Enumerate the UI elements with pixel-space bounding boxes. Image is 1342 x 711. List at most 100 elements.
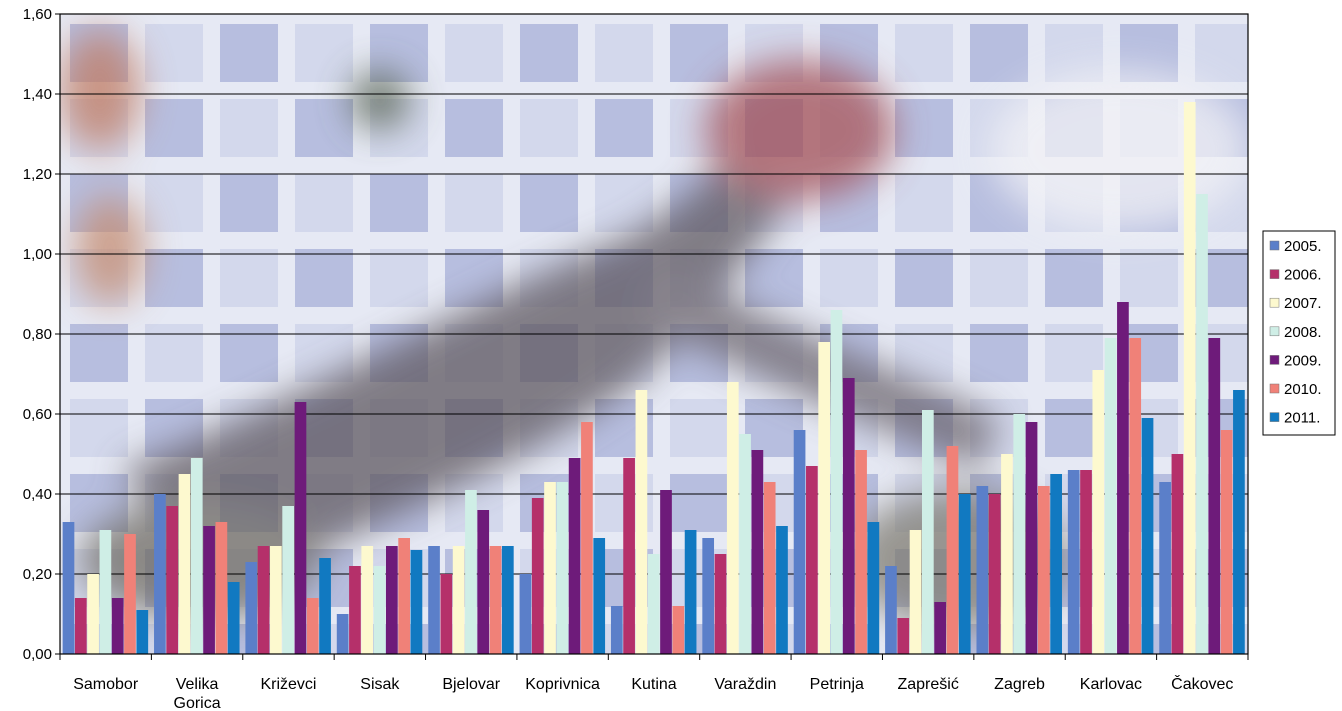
bar: [909, 530, 922, 654]
bar: [1220, 430, 1233, 654]
bar: [647, 554, 660, 654]
bar: [489, 546, 502, 654]
legend-swatch: [1269, 412, 1280, 422]
x-category-label: Samobor: [73, 676, 139, 693]
bar: [934, 602, 946, 654]
bar: [556, 482, 569, 654]
bar: [531, 498, 544, 654]
bar: [410, 550, 423, 654]
legend: 2005. 2006. 2007. 2008. 2009. 2010. 2011.: [1262, 230, 1336, 436]
x-category-label: Koprivnica: [525, 676, 600, 693]
x-category-label: Zaprešić: [897, 676, 958, 693]
bar: [1159, 482, 1171, 654]
bar: [111, 598, 124, 654]
bar: [373, 566, 386, 654]
bar: [897, 618, 910, 654]
legend-label: 2007.: [1284, 295, 1322, 312]
legend-label: 2005.: [1284, 238, 1322, 255]
y-tick-label: 0,40: [23, 486, 52, 503]
x-category-label: Sisak: [360, 676, 400, 693]
bar: [99, 530, 112, 654]
bar: [154, 494, 166, 654]
bar: [672, 606, 685, 654]
bar: [465, 490, 477, 654]
bar: [776, 526, 788, 654]
bar: [1037, 486, 1050, 654]
legend-swatch: [1269, 383, 1280, 394]
bar: [245, 562, 258, 654]
bar: [319, 558, 331, 654]
bar: [806, 466, 818, 654]
bar: [702, 538, 715, 654]
bar: [946, 446, 959, 654]
bar: [124, 534, 136, 654]
bar: [62, 522, 75, 654]
bar: [203, 526, 215, 654]
x-category-label: Karlovac: [1080, 676, 1142, 693]
legend-label: 2010.: [1284, 381, 1322, 398]
bar: [1196, 194, 1208, 654]
bar: [581, 422, 593, 654]
bar: [1013, 414, 1026, 654]
bar: [270, 546, 282, 654]
bar: [136, 610, 149, 654]
x-category-label: Križevci: [260, 676, 316, 693]
bar: [166, 506, 179, 654]
bar: [818, 342, 831, 654]
bars: [62, 102, 1245, 654]
bar: [1233, 390, 1245, 654]
x-category-label: Bjelovar: [442, 676, 500, 693]
legend-label: 2008.: [1284, 324, 1322, 341]
bar: [958, 494, 971, 654]
bar: [257, 546, 270, 654]
bar: [398, 538, 410, 654]
bar: [684, 530, 697, 654]
bar: [1129, 338, 1142, 654]
bar: [885, 566, 897, 654]
y-tick-label: 1,20: [23, 166, 52, 183]
bar: [830, 310, 843, 654]
bar: [1025, 422, 1038, 654]
legend-swatch: [1269, 355, 1280, 365]
bar: [386, 546, 398, 654]
bar: [1208, 338, 1221, 654]
x-category-label: Velika Gorica: [174, 676, 221, 711]
y-tick-label: 1,00: [23, 246, 52, 263]
bar: [726, 382, 739, 654]
bar: [294, 402, 307, 654]
bar: [1117, 302, 1129, 654]
bar: [452, 546, 465, 654]
bar: [763, 482, 776, 654]
y-tick-label: 1,40: [23, 86, 52, 103]
legend-swatch: [1269, 269, 1280, 279]
bar: [544, 482, 556, 654]
x-category-label: Zagreb: [994, 676, 1045, 693]
y-tick-label: 0,80: [23, 326, 52, 343]
y-tick-label: 1,60: [23, 6, 52, 23]
bar: [922, 410, 934, 654]
bar: [178, 474, 191, 654]
legend-label: 2009.: [1284, 352, 1322, 369]
y-tick-label: 0,00: [23, 646, 52, 663]
x-category-label: Kutina: [631, 676, 676, 693]
bar: [867, 522, 880, 654]
legend-swatch: [1269, 326, 1280, 337]
bar: [1092, 370, 1105, 654]
bar: [855, 450, 867, 654]
bar: [227, 582, 240, 654]
bar: [1080, 470, 1092, 654]
bar: [635, 390, 648, 654]
bar: [440, 574, 453, 654]
bar: [751, 450, 764, 654]
bar: [336, 614, 349, 654]
legend-label: 2006.: [1284, 267, 1322, 284]
bar: [793, 430, 806, 654]
x-category-label: Čakovec: [1171, 674, 1233, 693]
x-category-labels: Samobor Velika Gorica Križevci Sisak Bjelovar…: [73, 674, 1233, 711]
bar: [1104, 338, 1117, 654]
bar: [1001, 454, 1013, 654]
bar: [1171, 454, 1184, 654]
bar: [1183, 102, 1196, 654]
bar: [190, 458, 203, 654]
